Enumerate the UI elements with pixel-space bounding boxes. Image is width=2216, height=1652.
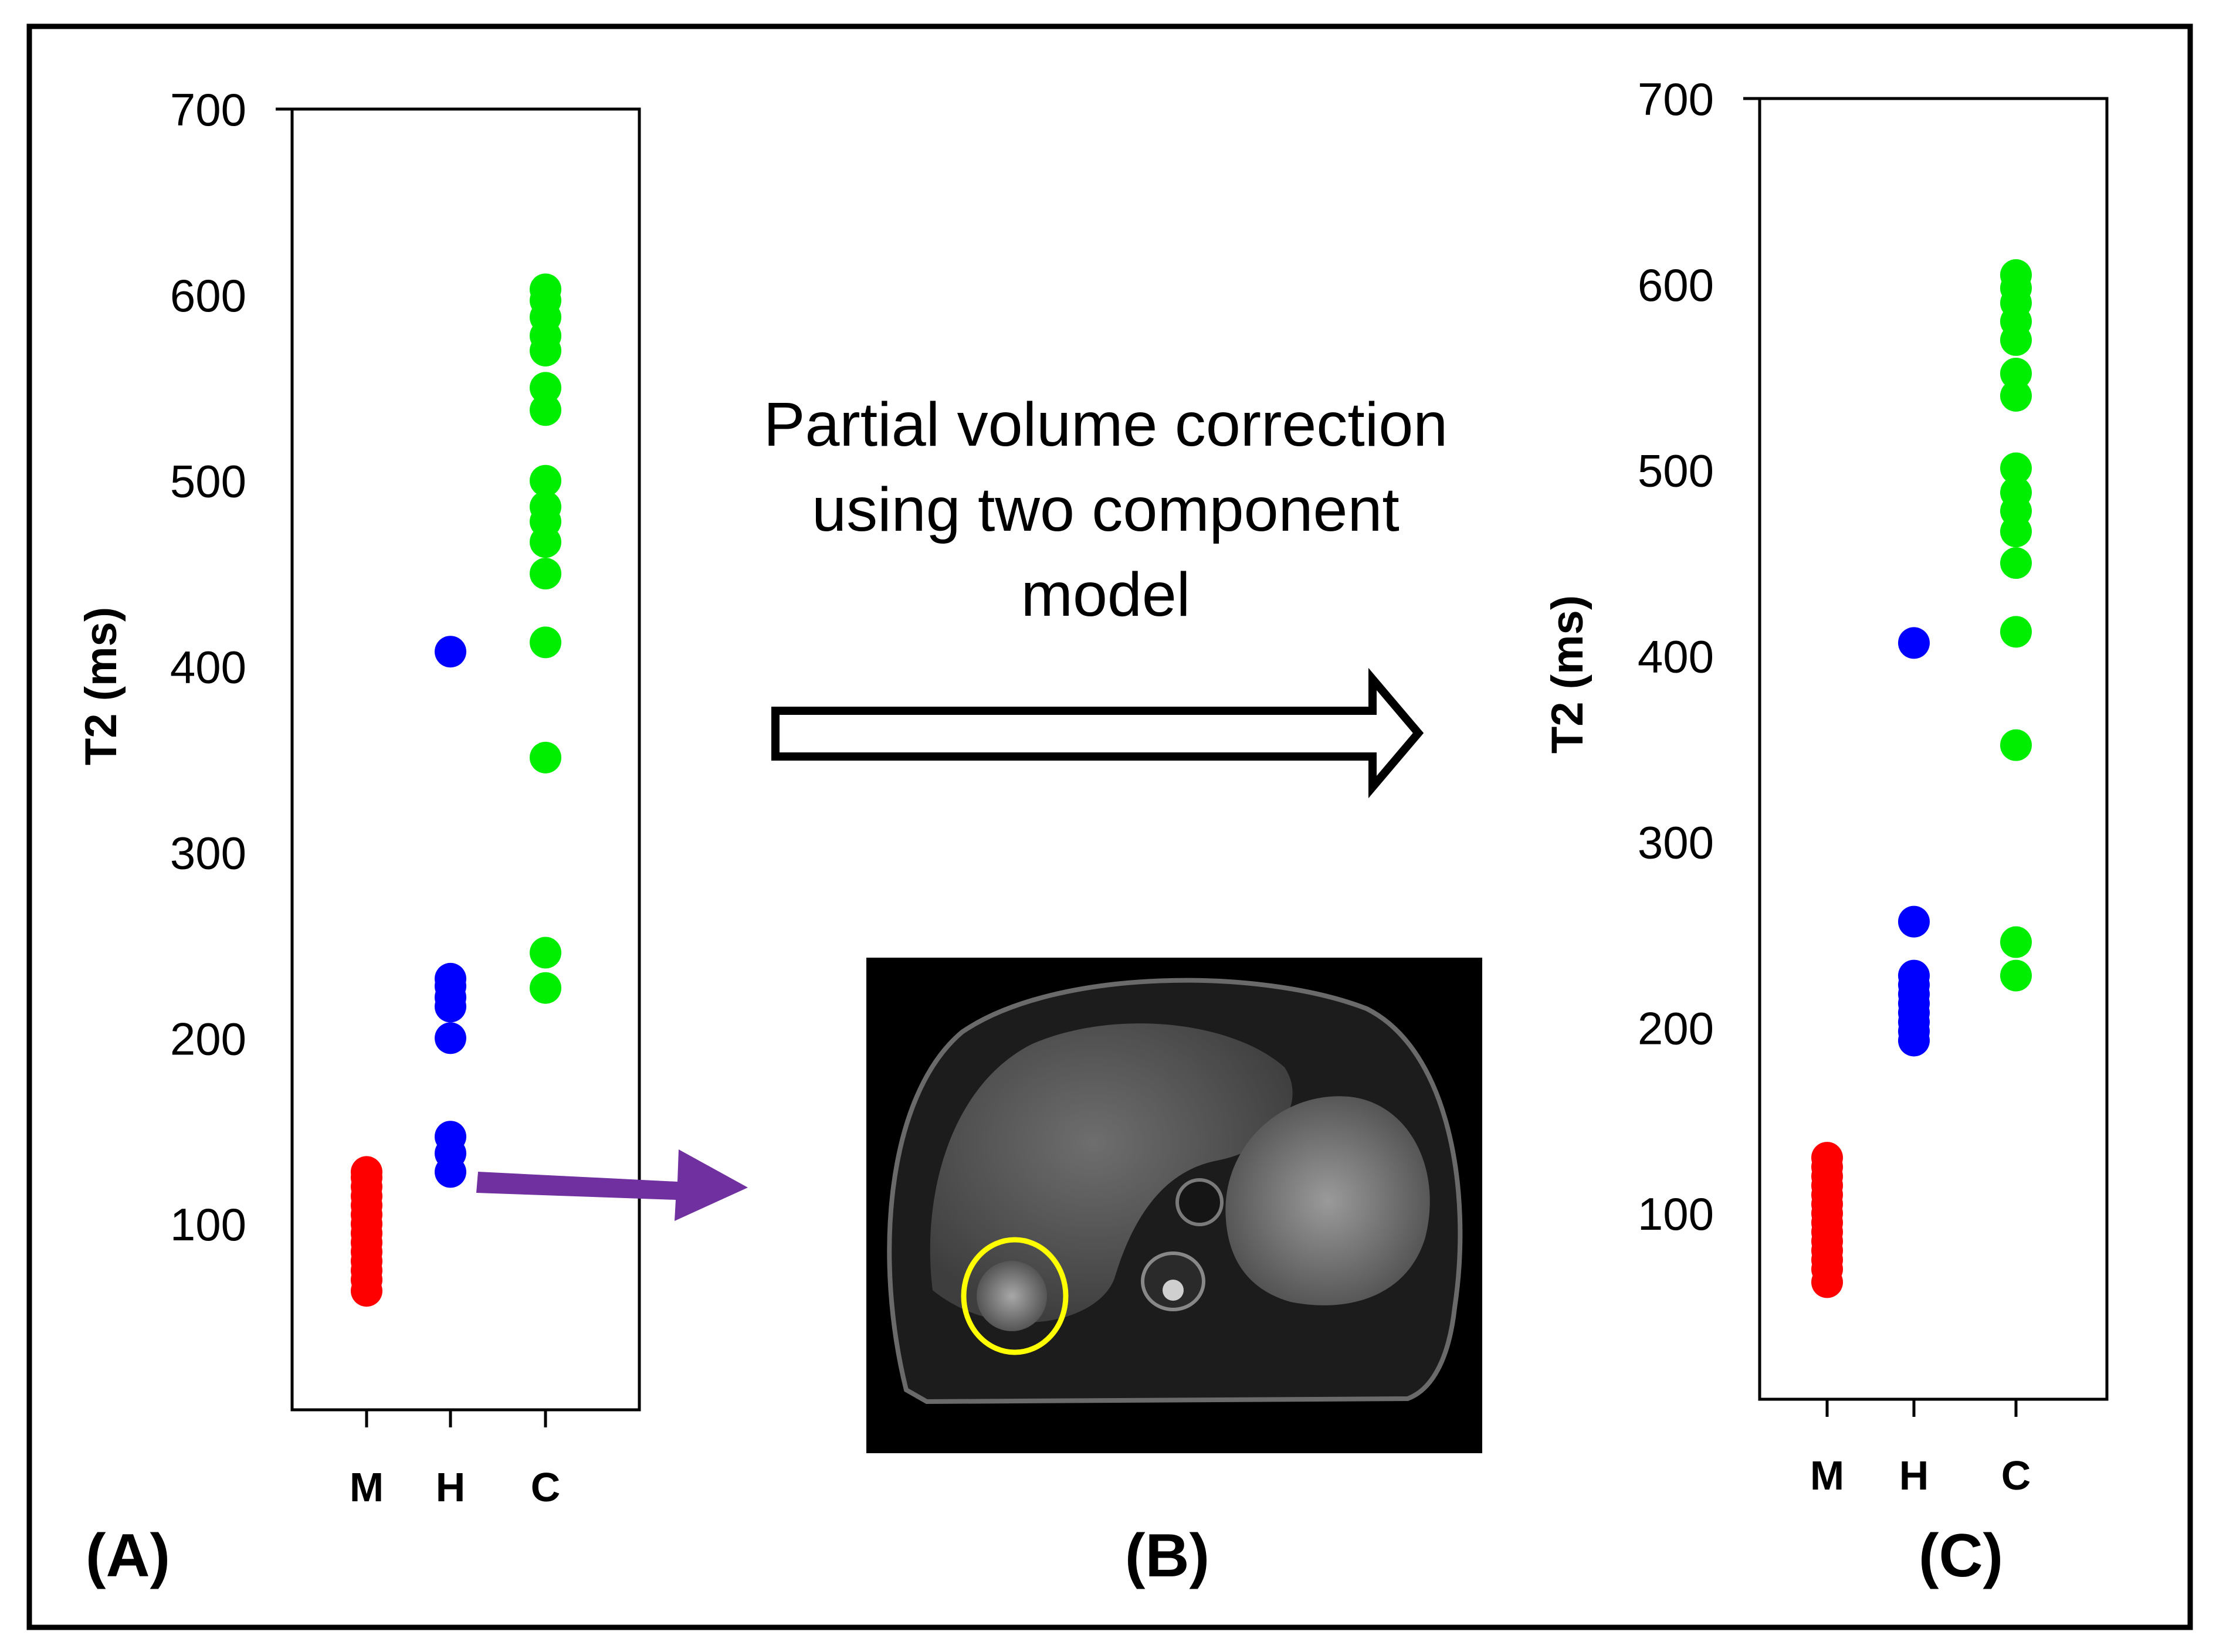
data-point-c-1 bbox=[530, 937, 561, 969]
plot-frame-a bbox=[290, 107, 641, 1412]
data-point-c-2 bbox=[530, 741, 561, 774]
data-points-a bbox=[351, 273, 561, 1307]
data-point-c-15 bbox=[2000, 259, 2032, 291]
data-point-c-8 bbox=[530, 464, 561, 497]
data-point-c-2 bbox=[2000, 729, 2032, 761]
y-tick-label-100: 100 bbox=[1638, 1188, 1714, 1240]
y-tick-label-600: 600 bbox=[1638, 259, 1714, 311]
caption-line-2: using two component bbox=[812, 475, 1400, 544]
y-tick-labels-c: 100 200 300 400 500 600 700 bbox=[1638, 73, 1714, 1240]
data-point-m-13 bbox=[1811, 1142, 1843, 1174]
y-tick-label-700: 700 bbox=[170, 84, 246, 135]
x-category-label-C: C bbox=[2001, 1453, 2031, 1498]
plot-frame-c bbox=[1758, 97, 2109, 1401]
data-point-c-7 bbox=[530, 491, 561, 523]
y-tick-label-500: 500 bbox=[170, 456, 246, 507]
figure-border bbox=[26, 23, 2193, 1630]
chart-panel-c: 100 200 300 400 500 600 700 M H C T2 (ms) bbox=[1543, 73, 2109, 1498]
y-tick-labels-a: 100 200 300 400 500 600 700 bbox=[170, 84, 246, 1250]
data-point-h-2 bbox=[435, 1121, 466, 1153]
data-point-c-3 bbox=[2000, 616, 2032, 648]
panel-label-b: (B) bbox=[1125, 1522, 1209, 1590]
data-point-h-7 bbox=[435, 962, 466, 995]
data-point-h-7 bbox=[1898, 959, 1930, 992]
y-tick-label-300: 300 bbox=[1638, 816, 1714, 868]
data-point-c-9 bbox=[2000, 379, 2032, 412]
y-tick-label-600: 600 bbox=[170, 270, 246, 321]
data-point-c-10 bbox=[530, 372, 561, 404]
caption-line-3: model bbox=[1021, 560, 1191, 629]
data-point-h-8 bbox=[435, 636, 466, 668]
data-point-h-3 bbox=[435, 1022, 466, 1054]
data-point-c-3 bbox=[530, 626, 561, 659]
x-category-label-M: M bbox=[1810, 1453, 1844, 1498]
y-tick-label-400: 400 bbox=[170, 642, 246, 693]
data-point-m-13 bbox=[351, 1156, 382, 1188]
data-point-h-8 bbox=[1898, 905, 1930, 938]
x-category-label-M: M bbox=[350, 1464, 384, 1510]
x-category-label-H: H bbox=[1899, 1453, 1929, 1498]
data-point-c-7 bbox=[2000, 476, 2032, 508]
data-point-c-4 bbox=[2000, 547, 2032, 579]
y-tick-label-200: 200 bbox=[1638, 1002, 1714, 1054]
mri-liver-axial-image bbox=[866, 958, 1482, 1453]
y-axis-label-c: T2 (ms) bbox=[1543, 595, 1592, 754]
panel-label-a: (A) bbox=[86, 1522, 170, 1590]
x-category-label-H: H bbox=[436, 1464, 466, 1510]
data-point-c-4 bbox=[530, 558, 561, 590]
chart-panel-a: 100 200 300 400 500 600 700 M H C T2 (ms) bbox=[76, 84, 641, 1510]
correction-arrow bbox=[771, 667, 1424, 799]
x-category-label-C: C bbox=[531, 1464, 561, 1510]
pointer-arrow bbox=[476, 1149, 748, 1221]
data-point-c-1 bbox=[2000, 926, 2032, 958]
y-axis-label-a: T2 (ms) bbox=[76, 607, 126, 765]
y-tick-label-200: 200 bbox=[170, 1013, 246, 1064]
panel-label-c: (C) bbox=[1919, 1522, 2003, 1590]
y-tick-label-700: 700 bbox=[1638, 73, 1714, 125]
y-tick-label-500: 500 bbox=[1638, 445, 1714, 497]
data-point-h-9 bbox=[1898, 627, 1930, 659]
data-point-c-10 bbox=[2000, 357, 2032, 389]
data-points-c bbox=[1811, 259, 2032, 1298]
data-point-c-15 bbox=[530, 273, 561, 306]
data-point-c-9 bbox=[530, 394, 561, 426]
y-tick-label-100: 100 bbox=[170, 1199, 246, 1250]
data-point-c-0 bbox=[2000, 959, 2032, 992]
caption-line-1: Partial volume correction bbox=[764, 390, 1448, 459]
y-tick-label-300: 300 bbox=[170, 827, 246, 878]
correction-caption: Partial volume correction using two comp… bbox=[764, 390, 1448, 629]
lesion-highlight-circle bbox=[961, 1237, 1069, 1355]
y-tick-label-400: 400 bbox=[1638, 631, 1714, 683]
data-point-c-0 bbox=[530, 972, 561, 1004]
data-point-c-8 bbox=[2000, 452, 2032, 484]
